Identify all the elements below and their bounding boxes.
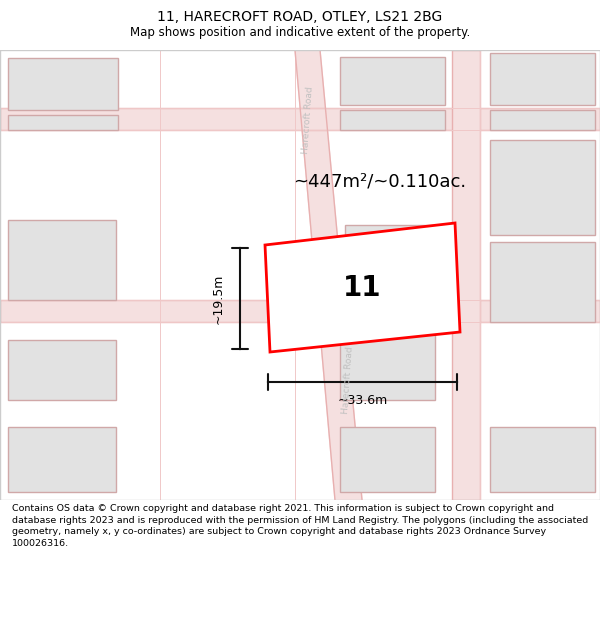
- Text: ~447m²/~0.110ac.: ~447m²/~0.110ac.: [293, 173, 467, 191]
- Bar: [490, 110, 595, 130]
- Bar: [8, 115, 118, 130]
- Text: 11: 11: [343, 274, 382, 302]
- Text: Contains OS data © Crown copyright and database right 2021. This information is : Contains OS data © Crown copyright and d…: [12, 504, 588, 548]
- Bar: [8, 427, 116, 492]
- Bar: [490, 53, 595, 105]
- Bar: [0, 300, 600, 322]
- Text: ~33.6m: ~33.6m: [337, 394, 388, 406]
- Bar: [452, 50, 480, 500]
- Text: Harecroft Road: Harecroft Road: [301, 86, 315, 154]
- Bar: [490, 242, 595, 322]
- Bar: [345, 225, 440, 280]
- Bar: [490, 427, 595, 492]
- Bar: [490, 140, 595, 235]
- Text: 11, HARECROFT ROAD, OTLEY, LS21 2BG: 11, HARECROFT ROAD, OTLEY, LS21 2BG: [157, 10, 443, 24]
- Bar: [8, 58, 118, 110]
- Bar: [0, 108, 600, 130]
- Polygon shape: [295, 50, 362, 500]
- Bar: [340, 57, 445, 105]
- Polygon shape: [265, 223, 460, 352]
- Bar: [8, 340, 116, 400]
- Text: Map shows position and indicative extent of the property.: Map shows position and indicative extent…: [130, 26, 470, 39]
- Bar: [340, 285, 435, 300]
- Bar: [340, 330, 435, 400]
- Bar: [340, 110, 445, 130]
- Bar: [8, 220, 116, 300]
- Text: Harecroft Road: Harecroft Road: [341, 346, 355, 414]
- Bar: [340, 427, 435, 492]
- Text: ~19.5m: ~19.5m: [212, 273, 224, 324]
